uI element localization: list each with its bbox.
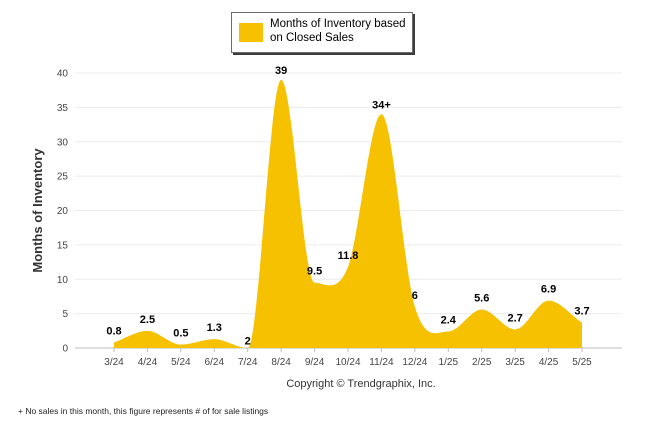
x-tick-label: 5/25 xyxy=(572,357,592,368)
data-label: 2 xyxy=(245,335,251,347)
x-tick-label: 9/24 xyxy=(305,357,325,368)
x-tick-label: 4/24 xyxy=(138,357,158,368)
x-tick-label: 10/24 xyxy=(335,357,360,368)
data-label: 39 xyxy=(275,65,287,77)
data-label: 0.8 xyxy=(106,326,121,338)
x-tick-label: 8/24 xyxy=(271,357,291,368)
data-label: 6 xyxy=(412,290,418,302)
data-label: 3.7 xyxy=(574,306,589,318)
x-tick-label: 2/25 xyxy=(472,357,492,368)
data-label: 5.6 xyxy=(474,293,489,305)
x-tick-label: 12/24 xyxy=(402,357,427,368)
data-label: 2.7 xyxy=(507,312,522,324)
y-tick-label: 15 xyxy=(57,240,69,251)
data-label: 9.5 xyxy=(307,266,322,278)
y-tick-label: 0 xyxy=(62,344,68,355)
data-label: 6.9 xyxy=(541,284,556,296)
x-tick-label: 1/25 xyxy=(439,357,459,368)
data-label: 1.3 xyxy=(207,322,222,334)
copyright: Copyright © Trendgraphix, Inc. xyxy=(286,378,435,390)
data-label: 2.5 xyxy=(140,314,155,326)
y-tick-label: 25 xyxy=(57,172,69,183)
x-tick-label: 7/24 xyxy=(238,357,258,368)
y-tick-label: 40 xyxy=(57,69,69,80)
data-label: 0.5 xyxy=(173,328,188,340)
y-tick-label: 10 xyxy=(57,275,69,286)
x-tick-label: 3/25 xyxy=(505,357,525,368)
y-axis-title: Months of Inventory xyxy=(30,148,45,273)
legend: Months of Inventory based on Closed Sale… xyxy=(231,12,413,53)
x-tick-label: 11/24 xyxy=(369,357,394,368)
x-tick-label: 6/24 xyxy=(205,357,225,368)
y-tick-label: 30 xyxy=(57,137,69,148)
area-series xyxy=(114,79,582,348)
legend-swatch xyxy=(239,23,263,42)
data-label: 34+ xyxy=(372,99,391,111)
y-tick-label: 5 xyxy=(62,309,68,320)
legend-label: Months of Inventory based on Closed Sale… xyxy=(270,18,406,44)
x-tick-label: 5/24 xyxy=(171,357,191,368)
footnote: + No sales in this month, this figure re… xyxy=(18,406,269,416)
y-tick-label: 20 xyxy=(57,206,69,217)
x-tick-label: 3/24 xyxy=(104,357,124,368)
data-label: 11.8 xyxy=(338,250,359,262)
y-tick-label: 35 xyxy=(57,103,69,114)
data-label: 2.4 xyxy=(441,315,457,327)
x-tick-label: 4/25 xyxy=(539,357,559,368)
